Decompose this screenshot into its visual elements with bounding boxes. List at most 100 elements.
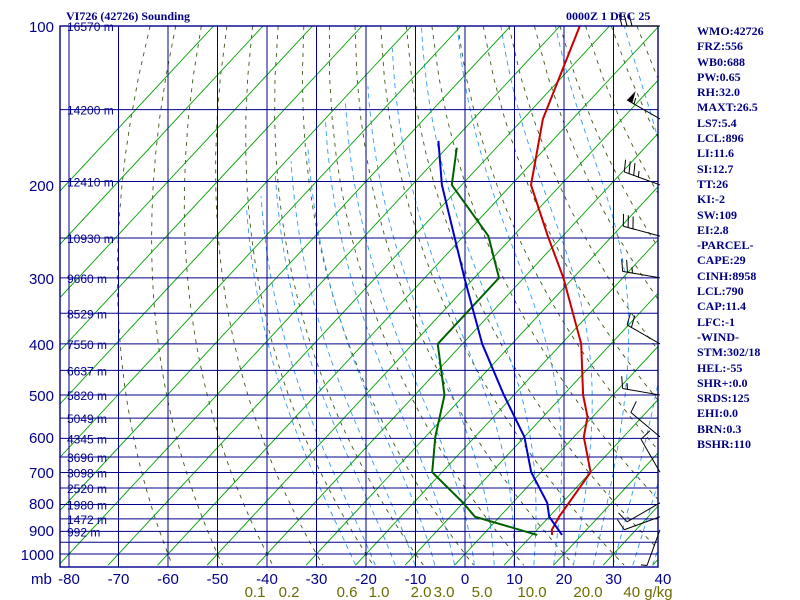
wind-barb-shaft	[622, 387, 661, 396]
sounding-traces	[431, 26, 592, 536]
isotherm	[60, 26, 363, 352]
height-label: 6637 m	[67, 364, 107, 378]
chart-time: 0000Z 1 DEC 25	[566, 9, 650, 23]
dry-adiabat	[215, 26, 324, 566]
isotherm	[553, 452, 658, 566]
wind-barb-pennant	[627, 91, 636, 103]
height-label: 12410 m	[67, 175, 114, 189]
isotherm	[60, 26, 462, 458]
index-line: SI:12.7	[697, 161, 734, 176]
wind-barb	[618, 502, 661, 523]
plot-border	[59, 25, 659, 568]
wind-barb-flag	[633, 163, 636, 176]
height-label: 3696 m	[67, 451, 107, 465]
index-line: MAXT:26.5	[697, 100, 758, 115]
wind-barb	[640, 529, 661, 567]
pressure-tick-label: 900	[29, 523, 54, 540]
wind-barb	[621, 258, 661, 279]
index-line: -WIND-	[697, 329, 739, 344]
chart-title: VI726 (42726) Sounding	[66, 9, 190, 23]
index-line: LCL:790	[697, 284, 744, 299]
wind-barb	[621, 376, 661, 396]
mixing-ratio-label: 40 g/kg	[623, 584, 672, 600]
wind-barb-half-flag	[640, 564, 648, 567]
temperature-tick-label: -40	[256, 571, 278, 588]
index-line: HEL:-55	[697, 360, 743, 375]
index-line: KI:-2	[697, 192, 725, 207]
wind-barb-flag	[618, 512, 628, 523]
wind-barb-flag	[618, 13, 623, 27]
isotherm	[256, 132, 658, 566]
index-line: LI:11.6	[697, 146, 735, 161]
index-line: EI:2.8	[697, 222, 729, 237]
wind-barb-flag	[623, 13, 628, 27]
pressure-tick-label: 800	[29, 496, 54, 513]
wind-barb-half-flag	[633, 97, 637, 105]
pressure-tick-label: 100	[29, 19, 54, 36]
wind-barb-shaft	[622, 270, 661, 279]
stability-indices-panel: WMO:42726 FRZ:556 WB0:688 PW:0.65 RH:32.0 MAX…	[697, 24, 797, 452]
pressure-tick-label: 200	[29, 178, 54, 195]
index-line: WB0:688	[697, 54, 745, 69]
height-label: 5049 m	[67, 412, 107, 426]
mixing-ratio-label: 0.2	[279, 584, 300, 600]
wind-barb-flag	[621, 376, 624, 389]
moist-adiabat	[345, 103, 475, 566]
wind-barb-shaft	[623, 225, 661, 237]
wind-barb-flag	[623, 159, 627, 172]
temperature-tick-label: -80	[58, 571, 80, 588]
index-line: TT:26	[697, 176, 729, 191]
temperature-tick-label: 30	[605, 571, 622, 588]
pressure-tick-label: 300	[29, 271, 54, 288]
wind-barb-flag	[616, 519, 625, 531]
dry-adiabat	[183, 26, 274, 566]
pressure-tick-label: 500	[29, 388, 54, 405]
wind-barb	[623, 159, 661, 186]
index-line: SHR+:0.0	[697, 375, 748, 390]
isotherm	[157, 26, 658, 566]
wind-barb	[640, 430, 661, 473]
wind-barb-flag	[640, 430, 651, 440]
wind-barb-shaft	[626, 502, 661, 523]
mixing-ratio-label: 10.0	[517, 584, 546, 600]
dry-adiabat	[405, 26, 658, 550]
pressure-tick-label: 700	[29, 465, 54, 482]
height-label: 16570 m	[67, 20, 114, 34]
wind-barb-flag	[628, 161, 631, 174]
plot-frame	[59, 25, 659, 568]
moist-adiabat	[420, 26, 537, 566]
index-line: SW:109	[697, 207, 738, 222]
wind-barbs	[616, 13, 661, 567]
wind-barb-shaft	[626, 99, 661, 120]
height-label: 10930 m	[67, 232, 114, 246]
moist-adiabat	[632, 481, 658, 566]
temperature-tick-label: -70	[108, 571, 130, 588]
temperature-tick-label: 40	[655, 571, 672, 588]
index-line: SRDS:125	[697, 391, 750, 406]
index-line: LCL:896	[697, 131, 744, 146]
temperature-tick-label: -20	[355, 571, 377, 588]
index-line: RH:32.0	[697, 85, 740, 100]
mixing-ratio-label: 1.0	[369, 584, 390, 600]
isotherm	[355, 239, 658, 566]
height-label: 1472 m	[67, 513, 107, 527]
dewpoint-trace	[431, 147, 538, 536]
wind-barb	[616, 516, 661, 531]
isotherm	[404, 292, 658, 566]
wind-barb-flag	[630, 401, 637, 413]
dry-adiabat	[533, 26, 658, 300]
wind-barb	[618, 13, 660, 27]
wind-barb-flag	[626, 259, 629, 273]
temperature-tick-label: -50	[207, 571, 229, 588]
index-line: WMO:42726	[697, 24, 764, 38]
isotherm	[107, 26, 610, 566]
height-label: 8529 m	[67, 307, 107, 321]
wind-barb-shaft	[626, 324, 661, 345]
moist-adiabat	[367, 86, 495, 566]
mixing-ratio-label: 0.6	[337, 584, 358, 600]
wind-barb	[622, 213, 661, 237]
dry-adiabat	[245, 26, 374, 566]
parcel-trace	[437, 140, 563, 536]
mixing-ratio-label: 2.0	[411, 584, 432, 600]
